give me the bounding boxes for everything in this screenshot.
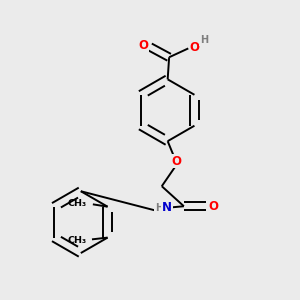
Text: O: O bbox=[190, 41, 200, 54]
Text: O: O bbox=[171, 155, 181, 168]
Text: O: O bbox=[208, 200, 219, 213]
Text: H: H bbox=[200, 35, 208, 45]
Text: CH₃: CH₃ bbox=[68, 236, 87, 245]
Text: CH₃: CH₃ bbox=[68, 199, 87, 208]
Text: O: O bbox=[139, 39, 148, 52]
Text: H: H bbox=[155, 203, 163, 213]
Text: N: N bbox=[162, 201, 172, 214]
